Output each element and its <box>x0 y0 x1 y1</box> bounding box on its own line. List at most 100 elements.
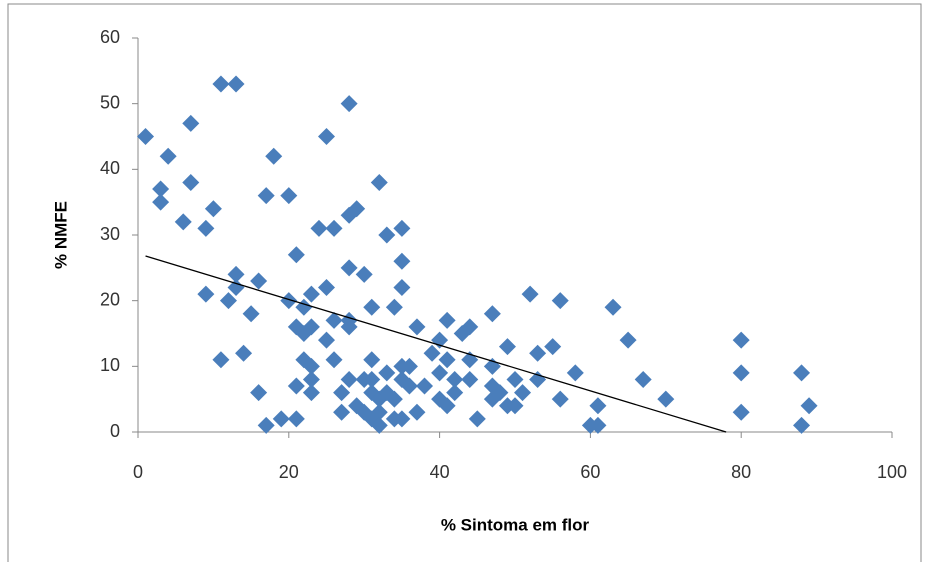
point <box>235 344 253 362</box>
point <box>287 246 305 264</box>
point <box>370 403 388 421</box>
point <box>318 331 335 349</box>
point <box>363 298 381 316</box>
point <box>378 364 396 382</box>
point <box>423 344 441 362</box>
point <box>272 410 290 428</box>
point <box>370 416 388 434</box>
point <box>566 364 584 382</box>
point <box>287 410 305 428</box>
point <box>393 252 411 270</box>
point <box>355 265 373 283</box>
point <box>431 364 449 382</box>
point <box>219 292 237 310</box>
point <box>325 351 343 369</box>
point <box>438 397 456 415</box>
point <box>318 279 335 297</box>
point <box>619 331 637 349</box>
point <box>182 173 200 191</box>
point <box>174 213 192 231</box>
point <box>280 292 298 310</box>
point <box>385 298 403 316</box>
point <box>446 384 464 402</box>
point <box>793 416 811 434</box>
point <box>302 357 320 375</box>
point <box>340 318 358 336</box>
point <box>551 292 569 310</box>
point <box>182 114 200 132</box>
x-axis-title: % Sintoma em flor <box>441 515 590 534</box>
y-tick-label: 50 <box>100 92 120 112</box>
point <box>378 226 396 244</box>
x-tick-label: 100 <box>877 462 907 482</box>
point <box>408 403 426 421</box>
point <box>152 193 170 211</box>
point <box>514 384 532 402</box>
point <box>340 259 358 277</box>
point <box>325 219 343 237</box>
point <box>204 200 222 218</box>
point <box>280 187 298 205</box>
chart-frame <box>7 3 922 562</box>
point <box>227 265 245 283</box>
point <box>793 364 811 382</box>
point <box>400 357 418 375</box>
point <box>212 75 230 93</box>
point <box>732 364 750 382</box>
point <box>393 279 411 297</box>
point <box>227 75 245 93</box>
point <box>370 173 388 191</box>
point <box>408 318 426 336</box>
point <box>137 128 155 145</box>
point <box>483 305 501 323</box>
point <box>265 147 283 165</box>
y-tick-label: 20 <box>100 289 120 309</box>
trend-line <box>145 255 727 433</box>
point <box>152 180 170 198</box>
point <box>242 305 260 323</box>
x-tick-label: 0 <box>133 462 143 482</box>
point <box>363 351 381 369</box>
point <box>333 403 351 421</box>
y-tick-label: 30 <box>100 224 120 244</box>
y-tick-label: 60 <box>100 27 120 47</box>
point <box>310 219 328 237</box>
point <box>197 285 215 303</box>
point <box>393 219 411 237</box>
point <box>589 416 607 434</box>
point <box>348 200 366 218</box>
point <box>446 370 464 388</box>
point <box>325 311 343 329</box>
point <box>340 95 358 113</box>
x-tick-label: 80 <box>731 462 751 482</box>
point <box>257 187 275 205</box>
point <box>800 397 818 415</box>
point <box>227 279 245 297</box>
point <box>468 410 486 428</box>
point <box>340 370 358 388</box>
point <box>521 285 539 303</box>
point <box>529 370 547 388</box>
point <box>287 377 305 395</box>
x-tick-label: 20 <box>279 462 299 482</box>
point <box>506 397 524 415</box>
point <box>544 338 562 356</box>
point <box>302 318 320 336</box>
point <box>250 384 268 402</box>
point <box>400 377 418 395</box>
point <box>506 370 524 388</box>
point <box>732 331 750 349</box>
point <box>551 390 569 408</box>
point <box>302 285 320 303</box>
point <box>212 351 230 369</box>
point <box>657 390 675 408</box>
point <box>363 370 381 388</box>
point <box>461 370 479 388</box>
y-axis-title: % NMFE <box>51 201 70 269</box>
point <box>393 410 411 428</box>
point <box>302 370 320 388</box>
y-tick-label: 40 <box>100 158 120 178</box>
x-tick-label: 40 <box>430 462 450 482</box>
point <box>159 147 177 165</box>
